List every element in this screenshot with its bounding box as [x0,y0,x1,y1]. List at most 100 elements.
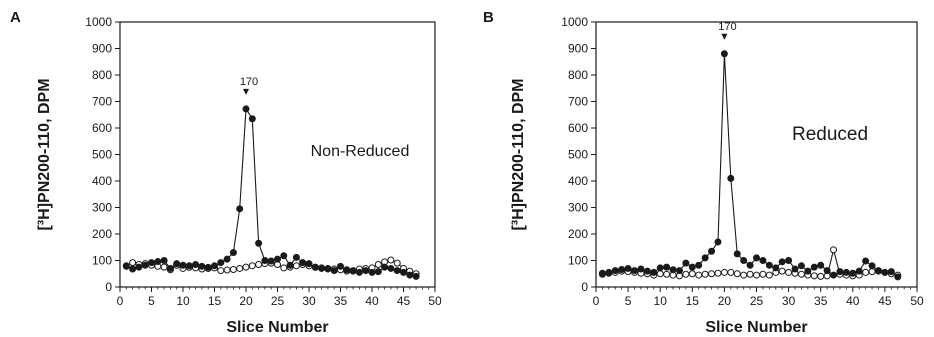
data-point-filled [242,105,250,113]
x-tick-label: 20 [239,294,253,308]
data-point-filled [643,267,651,275]
data-point-filled [286,261,294,269]
data-point-filled [701,254,709,262]
data-point-filled [148,259,155,267]
y-tick-label: 500 [92,148,112,162]
data-point-filled [817,261,825,269]
x-axis-title: Slice Number [705,319,807,336]
x-tick-label: 40 [846,294,860,308]
y-tick-label: 1000 [85,15,112,29]
x-tick-label: 50 [428,294,442,308]
x-tick-label: 5 [625,294,632,308]
x-tick-label: 30 [782,294,796,308]
data-point-filled [355,268,363,276]
y-tick-label: 200 [92,227,112,241]
data-point-filled [804,267,812,275]
data-point-filled [849,269,857,277]
data-point-filled [874,267,882,275]
data-point-filled [727,174,735,182]
data-point-filled [236,205,244,213]
x-tick-label: 30 [302,294,316,308]
data-point-open [727,268,735,276]
data-point-filled [746,261,754,269]
data-point-open [810,272,818,280]
y-tick-label: 300 [568,201,588,215]
y-tick-label: 700 [92,95,112,109]
x-tick-label: 15 [208,294,222,308]
data-point-filled [618,266,626,274]
data-point-filled [836,268,844,276]
data-point-filled [720,50,728,58]
data-point-filled [179,261,187,269]
x-tick-label: 20 [718,294,732,308]
data-point-open [785,268,793,276]
data-point-filled [412,272,420,280]
data-point-filled [791,265,799,273]
data-point-filled [887,268,895,276]
data-point-filled [135,263,143,271]
x-tick-label: 35 [814,294,828,308]
data-point-open [778,267,786,275]
data-point-filled [881,268,889,276]
y-tick-label: 1000 [561,15,588,29]
y-tick-label: 800 [568,68,588,82]
panel-a: A 0 100 200 300 400 500 600 700 800 900 1000 0 5 10 15 2… [10,9,442,336]
data-point-filled [173,260,181,268]
data-point-open [797,270,805,278]
data-point-filled [675,267,683,275]
x-tick-label: 10 [176,294,190,308]
y-tick-label: 600 [92,121,112,135]
data-point-filled [688,263,696,271]
marker-label: 170 [240,76,258,88]
data-point-open [714,269,722,277]
x-tick-label: 50 [910,294,924,308]
chart-annotation: Non-Reduced [311,143,410,160]
data-point-filled [855,267,863,275]
data-point-open [387,256,395,264]
data-point-filled [740,257,748,264]
data-point-open [160,263,168,271]
data-point-filled [695,261,703,269]
data-point-open [708,270,716,278]
data-point-filled [393,267,401,275]
data-point-filled [141,261,149,269]
data-point-open [129,259,137,267]
y-tick-label: 200 [568,227,588,241]
y-tick-label: 300 [92,201,112,215]
data-point-open [765,271,773,279]
x-tick-label: 10 [654,294,668,308]
data-point-open [817,272,825,280]
data-point-open [663,270,671,278]
y-tick-label: 0 [581,280,588,294]
y-tick-label: 400 [92,174,112,188]
y-tick-label: 800 [92,68,112,82]
data-point-filled [868,262,876,270]
data-point-filled [669,266,677,274]
panel-letter: B [483,9,494,26]
data-point-filled [823,267,831,275]
data-point-filled [324,265,332,273]
panel-letter: A [10,9,21,26]
data-point-filled [192,260,200,268]
x-tick-label: 15 [686,294,700,308]
data-point-open [236,264,244,272]
data-point-filled [305,260,313,268]
data-point-filled [368,268,376,276]
data-point-open [280,264,288,272]
data-point-filled [842,268,850,276]
data-point-filled [797,262,805,270]
x-tick-label: 35 [334,294,348,308]
x-tick-label: 45 [878,294,892,308]
data-point-filled [714,238,722,246]
data-point-filled [598,269,606,277]
x-axis-title: Slice Number [226,319,328,336]
data-point-filled [223,255,231,263]
chart-annotation: Reduced [792,124,868,145]
data-point-filled [292,253,300,261]
data-point-filled [708,247,716,255]
data-point-filled [862,257,870,265]
data-point-filled [894,273,902,281]
data-point-filled [785,257,793,264]
y-tick-label: 700 [568,95,588,109]
data-point-filled [185,262,193,270]
